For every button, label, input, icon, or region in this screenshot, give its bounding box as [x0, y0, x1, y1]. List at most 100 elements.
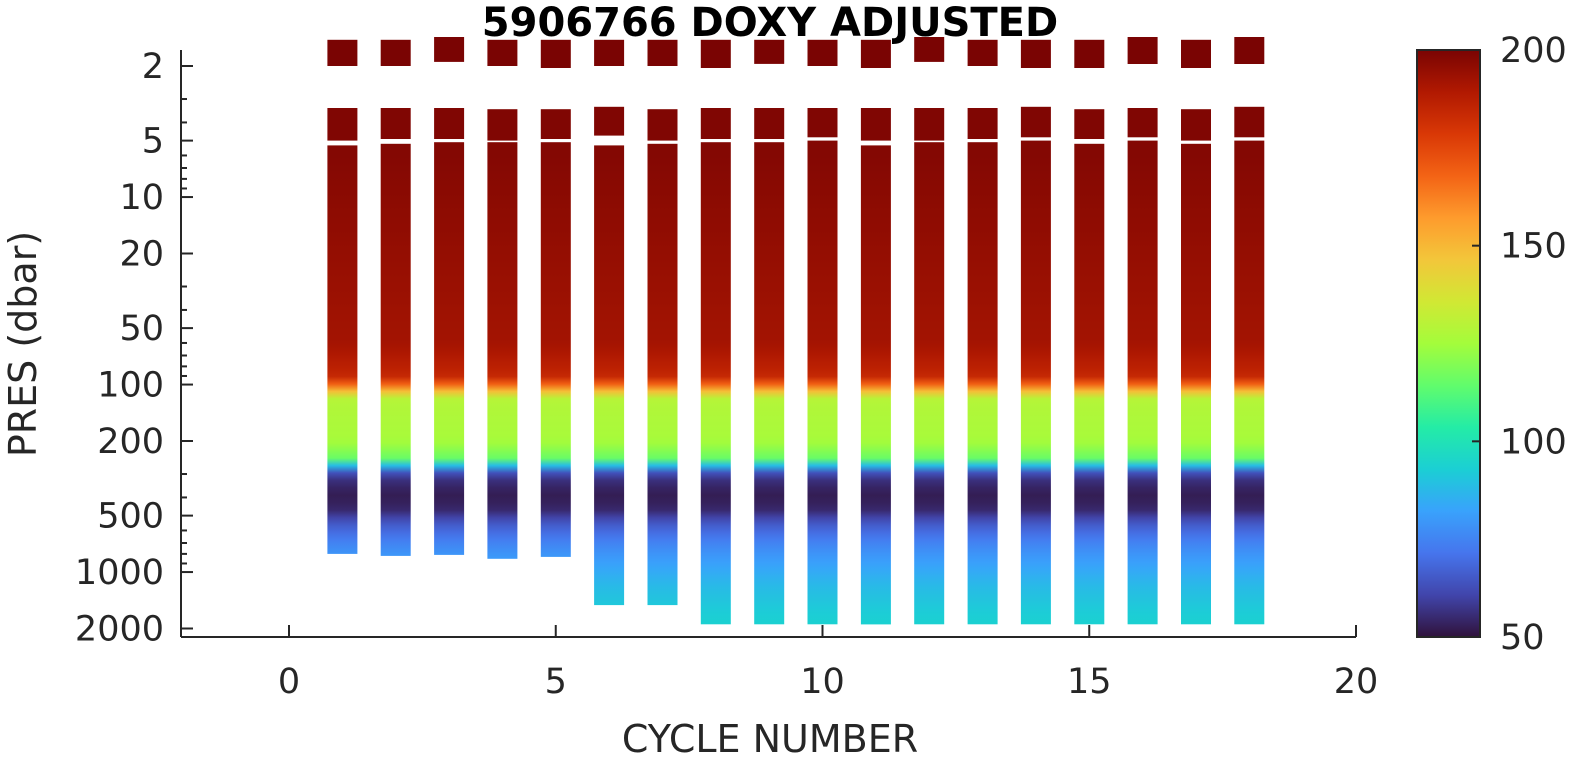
- cycle-2-upper-segment: [380, 108, 411, 139]
- cycle-2-surface-segment: [380, 39, 411, 66]
- y-tick-label: 1000: [75, 553, 164, 593]
- cycle-15-upper-segment: [1074, 109, 1105, 139]
- cycle-8-surface-segment: [700, 39, 731, 68]
- y-tick-label: 100: [97, 366, 164, 406]
- cycle-12-profile: [914, 37, 945, 625]
- x-tick-label: 10: [800, 662, 845, 702]
- cycle-12-surface-segment: [914, 37, 945, 62]
- profile-bars: [327, 37, 1265, 625]
- cycle-8-upper-segment: [700, 108, 731, 139]
- cycle-1-upper-segment: [327, 108, 358, 141]
- cycle-4-profile: [487, 39, 518, 559]
- cycle-18-upper-segment: [1234, 106, 1265, 138]
- cycle-13-profile: [967, 39, 998, 625]
- cycle-1-profile-segment: [327, 145, 358, 554]
- x-axis-label: CYCLE NUMBER: [622, 717, 918, 761]
- cycle-2-profile: [380, 39, 411, 556]
- cycle-7-profile-segment: [647, 143, 678, 606]
- cycle-10-profile-segment: [807, 140, 838, 625]
- x-tick-label: 20: [1334, 662, 1379, 702]
- cycle-13-surface-segment: [967, 39, 998, 66]
- cycle-3-profile-segment: [434, 142, 465, 555]
- y-tick-label: 500: [97, 497, 164, 537]
- cycle-2-profile-segment: [380, 143, 411, 556]
- cycle-7-surface-segment: [647, 39, 678, 66]
- cycle-18-surface-segment: [1234, 37, 1265, 64]
- cycle-5-surface-segment: [540, 39, 571, 68]
- cycle-3-profile: [434, 37, 465, 555]
- cycle-14-profile-segment: [1020, 140, 1051, 625]
- chart-title: 5906766 DOXY ADJUSTED: [482, 0, 1058, 46]
- cycle-5-profile-segment: [540, 142, 571, 557]
- y-tick-label: 200: [97, 422, 164, 462]
- cycle-6-profile-segment: [594, 145, 625, 606]
- y-tick-label: 20: [119, 235, 164, 275]
- cycle-5-upper-segment: [540, 109, 571, 139]
- cycle-8-profile-segment: [700, 142, 731, 625]
- colorbar-tick-label: 50: [1500, 618, 1545, 658]
- cycle-9-profile-segment: [754, 142, 785, 625]
- cycle-1-profile: [327, 39, 358, 554]
- y-tick-label: 10: [119, 178, 164, 218]
- y-tick-label: 50: [119, 309, 164, 349]
- cycle-10-upper-segment: [807, 108, 838, 138]
- y-axis-label: PRES (dbar): [1, 231, 45, 457]
- cycle-6-surface-segment: [594, 39, 625, 66]
- cycle-10-profile: [807, 39, 838, 625]
- cycle-14-profile: [1020, 39, 1051, 625]
- colorbar-tick-label: 100: [1500, 422, 1567, 462]
- cycle-3-upper-segment: [434, 108, 465, 139]
- cycle-9-profile: [754, 39, 785, 625]
- colorbar-gradient: [1416, 49, 1481, 638]
- y-ticks: 2 5 10 20 50 100 200 500 1000 2000: [75, 47, 193, 650]
- cycle-5-profile: [540, 39, 571, 557]
- colorbar: 50 100 150 200: [1416, 31, 1567, 658]
- cycle-12-profile-segment: [914, 142, 945, 625]
- cycle-14-upper-segment: [1020, 106, 1051, 138]
- y-tick-label: 2000: [75, 610, 164, 650]
- cycle-16-upper-segment: [1127, 108, 1158, 138]
- cycle-7-upper-segment: [647, 109, 678, 141]
- cycle-11-profile: [860, 39, 891, 625]
- x-tick-label: 0: [278, 662, 300, 702]
- cycle-11-profile-segment: [860, 145, 891, 625]
- cycle-16-surface-segment: [1127, 37, 1158, 64]
- cycle-15-surface-segment: [1074, 39, 1105, 68]
- cycle-3-surface-segment: [434, 37, 465, 62]
- cycle-11-surface-segment: [860, 39, 891, 68]
- cycle-4-profile-segment: [487, 142, 518, 559]
- cycle-17-surface-segment: [1181, 39, 1211, 68]
- y-tick-label: 5: [142, 122, 164, 162]
- colorbar-tick-label: 200: [1500, 31, 1567, 71]
- cycle-17-profile: [1181, 39, 1211, 625]
- cycle-14-surface-segment: [1020, 39, 1051, 68]
- x-tick-label: 15: [1067, 662, 1112, 702]
- cycle-15-profile: [1074, 39, 1105, 625]
- cycle-11-upper-segment: [860, 108, 891, 141]
- cycle-12-upper-segment: [914, 108, 945, 141]
- x-tick-label: 5: [545, 662, 567, 702]
- cycle-9-upper-segment: [754, 108, 785, 139]
- cycle-9-surface-segment: [754, 39, 785, 64]
- cycle-4-surface-segment: [487, 39, 518, 66]
- y-tick-label: 2: [142, 47, 164, 87]
- cycle-16-profile-segment: [1127, 140, 1158, 625]
- cycle-13-profile-segment: [967, 142, 998, 625]
- cycle-17-upper-segment: [1181, 109, 1211, 141]
- cycle-6-upper-segment: [594, 106, 625, 136]
- x-ticks: 0 5 10 15 20: [278, 625, 1378, 702]
- cycle-18-profile: [1234, 37, 1265, 625]
- cycle-7-profile: [647, 39, 678, 606]
- cycle-6-profile: [594, 39, 625, 606]
- cycle-8-profile: [700, 39, 731, 625]
- cycle-1-surface-segment: [327, 39, 358, 66]
- cycle-13-upper-segment: [967, 108, 998, 139]
- cycle-15-profile-segment: [1074, 143, 1105, 625]
- cycle-18-profile-segment: [1234, 140, 1265, 625]
- cycle-10-surface-segment: [807, 39, 838, 66]
- cycle-16-profile: [1127, 37, 1158, 625]
- cycle-17-profile-segment: [1181, 143, 1211, 625]
- colorbar-tick-label: 150: [1500, 227, 1567, 267]
- cycle-4-upper-segment: [487, 109, 518, 141]
